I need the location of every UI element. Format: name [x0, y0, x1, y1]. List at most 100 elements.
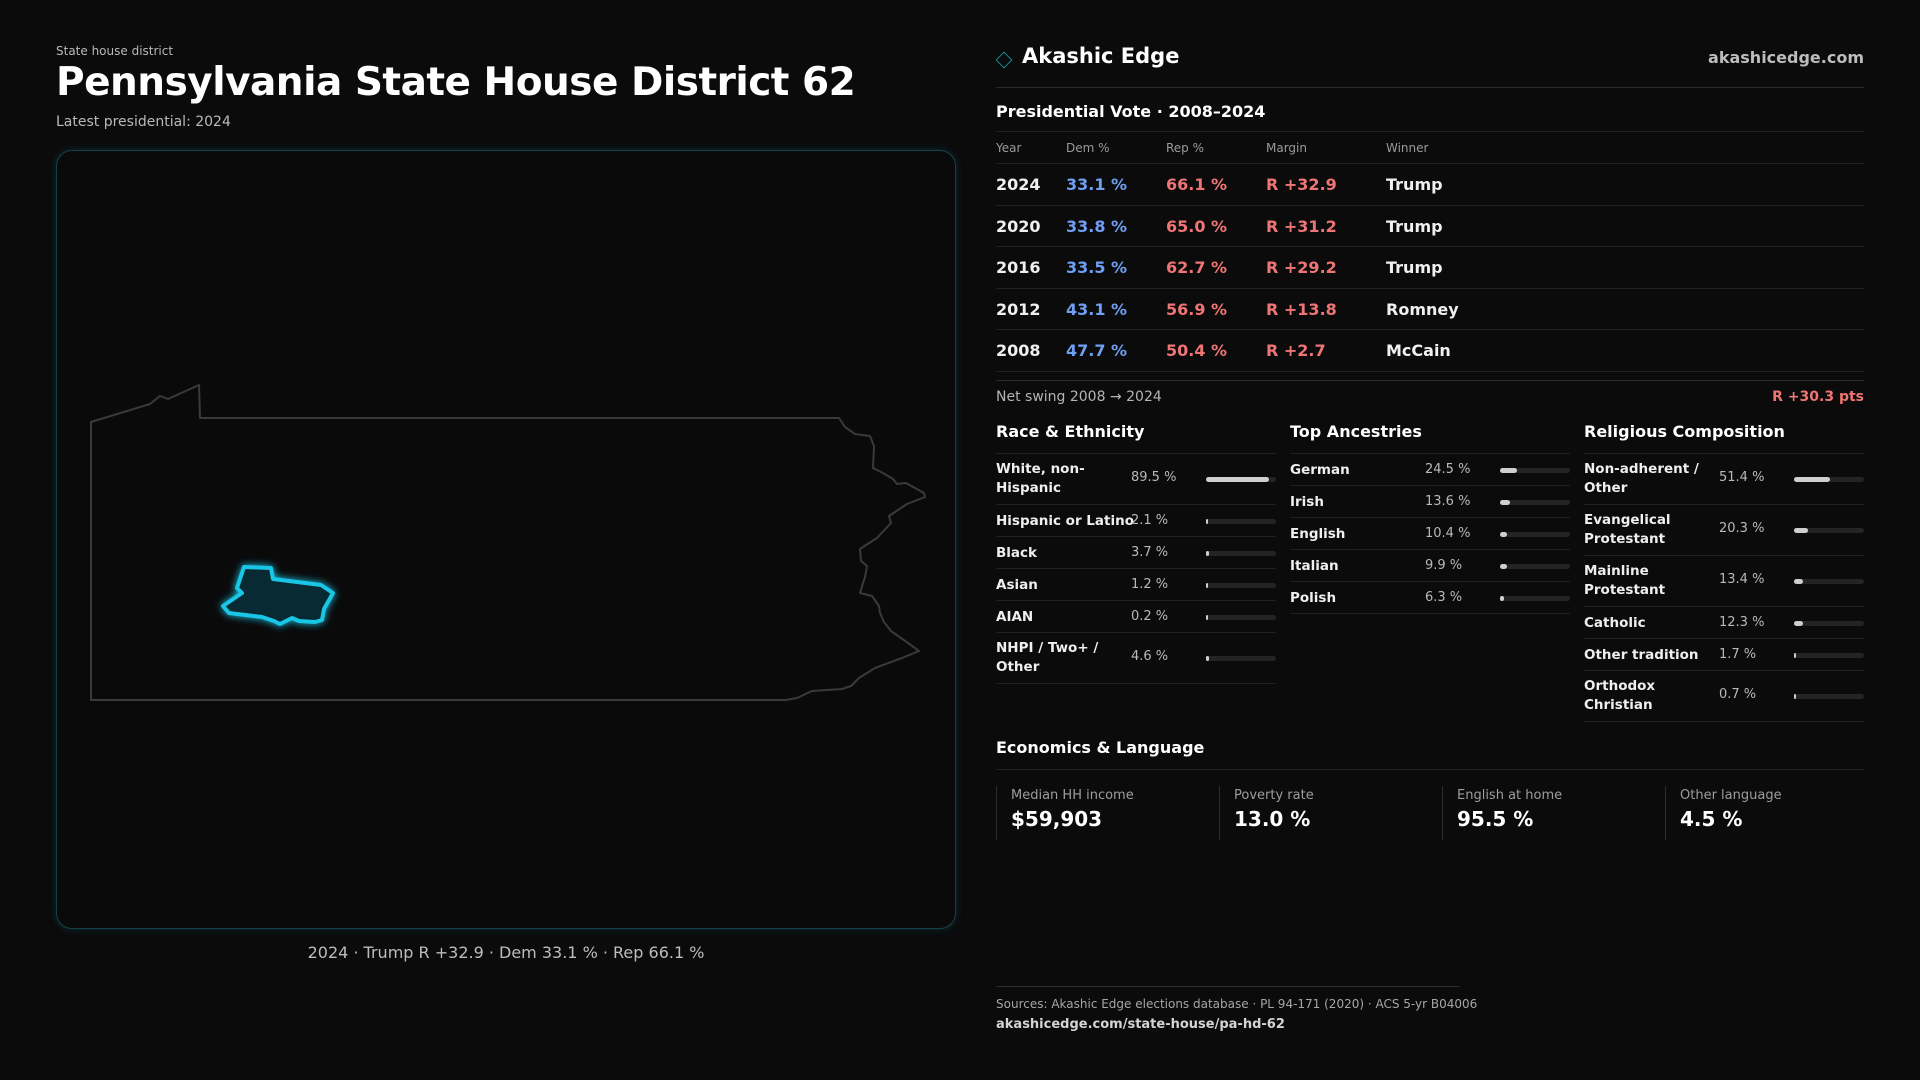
item-bar-fill: [1206, 583, 1208, 588]
list-item: German 24.5 %: [1290, 454, 1570, 486]
item-bar-fill: [1794, 653, 1796, 658]
table-row: 2020 33.8 % 65.0 % R +31.2 Trump: [996, 206, 1864, 248]
item-bar: [1500, 468, 1570, 473]
col-winner: Winner: [1386, 141, 1429, 155]
econ-poverty-rate: Poverty rate 13.0 %: [1219, 786, 1429, 840]
race-title: Race & Ethnicity: [996, 422, 1276, 454]
state-outline: [90, 384, 926, 701]
winner-cell: McCain: [1386, 341, 1451, 361]
list-item: Mainline Protestant 13.4 %: [1584, 556, 1864, 607]
margin-cell: R +29.2: [1266, 258, 1337, 278]
table-row: 2016 33.5 % 62.7 % R +29.2 Trump: [996, 247, 1864, 289]
ancestry-title: Top Ancestries: [1290, 422, 1570, 454]
rep-cell: 56.9 %: [1166, 299, 1228, 319]
list-item: Other tradition 1.7 %: [1584, 639, 1864, 671]
item-bar-fill: [1206, 551, 1209, 556]
list-item: Catholic 12.3 %: [1584, 607, 1864, 639]
margin-cell: R +31.2: [1266, 216, 1337, 236]
econ-label: Poverty rate: [1234, 788, 1314, 803]
year-cell: 2012: [996, 299, 1041, 319]
list-item: Evangelical Protestant 20.3 %: [1584, 505, 1864, 556]
col-rep: Rep %: [1166, 141, 1205, 155]
list-item: Polish 6.3 %: [1290, 582, 1570, 614]
item-label: English: [1290, 526, 1346, 542]
item-value: 12.3 %: [1719, 615, 1765, 630]
econ-label: Median HH income: [1011, 788, 1134, 803]
item-bar-fill: [1794, 528, 1809, 533]
econ-other-language: Other language 4.5 %: [1665, 786, 1875, 840]
item-bar: [1206, 551, 1276, 556]
latest-presidential: Latest presidential: 2024: [56, 114, 231, 130]
table-header: Year Dem % Rep % Margin Winner: [996, 132, 1864, 164]
item-value: 1.7 %: [1719, 647, 1757, 662]
item-bar: [1500, 532, 1570, 537]
margin-cell: R +13.8: [1266, 299, 1337, 319]
item-label: Catholic: [1584, 615, 1646, 631]
item-bar-fill: [1206, 656, 1210, 661]
swing-value: R +30.3 pts: [1772, 389, 1864, 405]
table-row: 2008 47.7 % 50.4 % R +2.7 McCain: [996, 330, 1864, 372]
map-caption: 2024 · Trump R +32.9 · Dem 33.1 % · Rep …: [307, 943, 705, 962]
sources-url[interactable]: akashicedge.com/state-house/pa-hd-62: [996, 1017, 1285, 1032]
list-item: English 10.4 %: [1290, 518, 1570, 550]
economics-grid: Median HH income $59,903 Poverty rate 13…: [996, 786, 1864, 840]
item-value: 6.3 %: [1425, 590, 1463, 605]
item-bar-fill: [1500, 596, 1505, 601]
item-value: 0.2 %: [1131, 609, 1169, 624]
winner-cell: Trump: [1386, 175, 1443, 194]
year-cell: 2020: [996, 216, 1041, 236]
item-bar: [1794, 579, 1864, 584]
item-value: 10.4 %: [1425, 526, 1471, 541]
ancestry-section: Top Ancestries German 24.5 % Irish 13.6 …: [1290, 422, 1570, 614]
winner-cell: Romney: [1386, 299, 1459, 319]
item-bar-fill: [1500, 468, 1518, 473]
dem-cell: 33.5 %: [1066, 258, 1128, 278]
dem-cell: 33.8 %: [1066, 216, 1128, 236]
item-value: 9.9 %: [1425, 558, 1463, 573]
brand-url[interactable]: akashicedge.com: [1708, 48, 1864, 67]
list-item: Non-adherent / Other 51.4 %: [1584, 454, 1864, 505]
year-cell: 2016: [996, 258, 1041, 278]
rep-cell: 50.4 %: [1166, 341, 1228, 361]
rep-cell: 62.7 %: [1166, 258, 1228, 278]
rep-cell: 65.0 %: [1166, 216, 1228, 236]
sources: Sources: Akashic Edge elections database…: [996, 986, 1477, 1032]
economics-title: Economics & Language: [996, 738, 1864, 770]
margin-cell: R +32.9: [1266, 175, 1337, 194]
item-value: 13.4 %: [1719, 572, 1765, 587]
list-item: NHPI / Two+ / Other 4.6 %: [996, 633, 1276, 684]
item-label: Orthodox Christian: [1584, 678, 1656, 713]
item-bar: [1206, 477, 1276, 482]
item-bar: [1206, 583, 1276, 588]
item-bar-fill: [1206, 477, 1269, 482]
item-label: German: [1290, 462, 1350, 478]
district-62-shape[interactable]: [221, 565, 335, 626]
item-bar-fill: [1794, 579, 1804, 584]
net-swing: Net swing 2008 → 2024 R +30.3 pts: [996, 380, 1864, 414]
econ-label: English at home: [1457, 788, 1563, 803]
item-label: NHPI / Two+ / Other: [996, 640, 1099, 675]
list-item: Black 3.7 %: [996, 537, 1276, 569]
item-bar: [1500, 596, 1570, 601]
item-label: AIAN: [996, 609, 1034, 625]
econ-value: 95.5 %: [1457, 807, 1534, 831]
dem-cell: 43.1 %: [1066, 299, 1128, 319]
rep-cell: 66.1 %: [1166, 175, 1228, 194]
item-bar-fill: [1794, 621, 1803, 626]
item-bar: [1206, 615, 1276, 620]
list-item: White, non-Hispanic 89.5 %: [996, 454, 1276, 505]
item-label: White, non-Hispanic: [996, 461, 1085, 496]
brand-name: Akashic Edge: [1022, 44, 1180, 68]
item-value: 2.1 %: [1131, 513, 1169, 528]
item-bar: [1794, 653, 1864, 658]
item-label: Irish: [1290, 494, 1324, 510]
item-bar: [1500, 500, 1570, 505]
item-value: 51.4 %: [1719, 470, 1765, 485]
presidential-vote-table: Year Dem % Rep % Margin Winner 2024 33.1…: [996, 131, 1864, 372]
diamond-icon: [995, 51, 1013, 69]
religion-title: Religious Composition: [1584, 422, 1864, 454]
list-item: Orthodox Christian 0.7 %: [1584, 671, 1864, 722]
item-value: 4.6 %: [1131, 649, 1169, 664]
econ-english-at-home: English at home 95.5 %: [1442, 786, 1652, 840]
district-map[interactable]: [56, 150, 956, 929]
